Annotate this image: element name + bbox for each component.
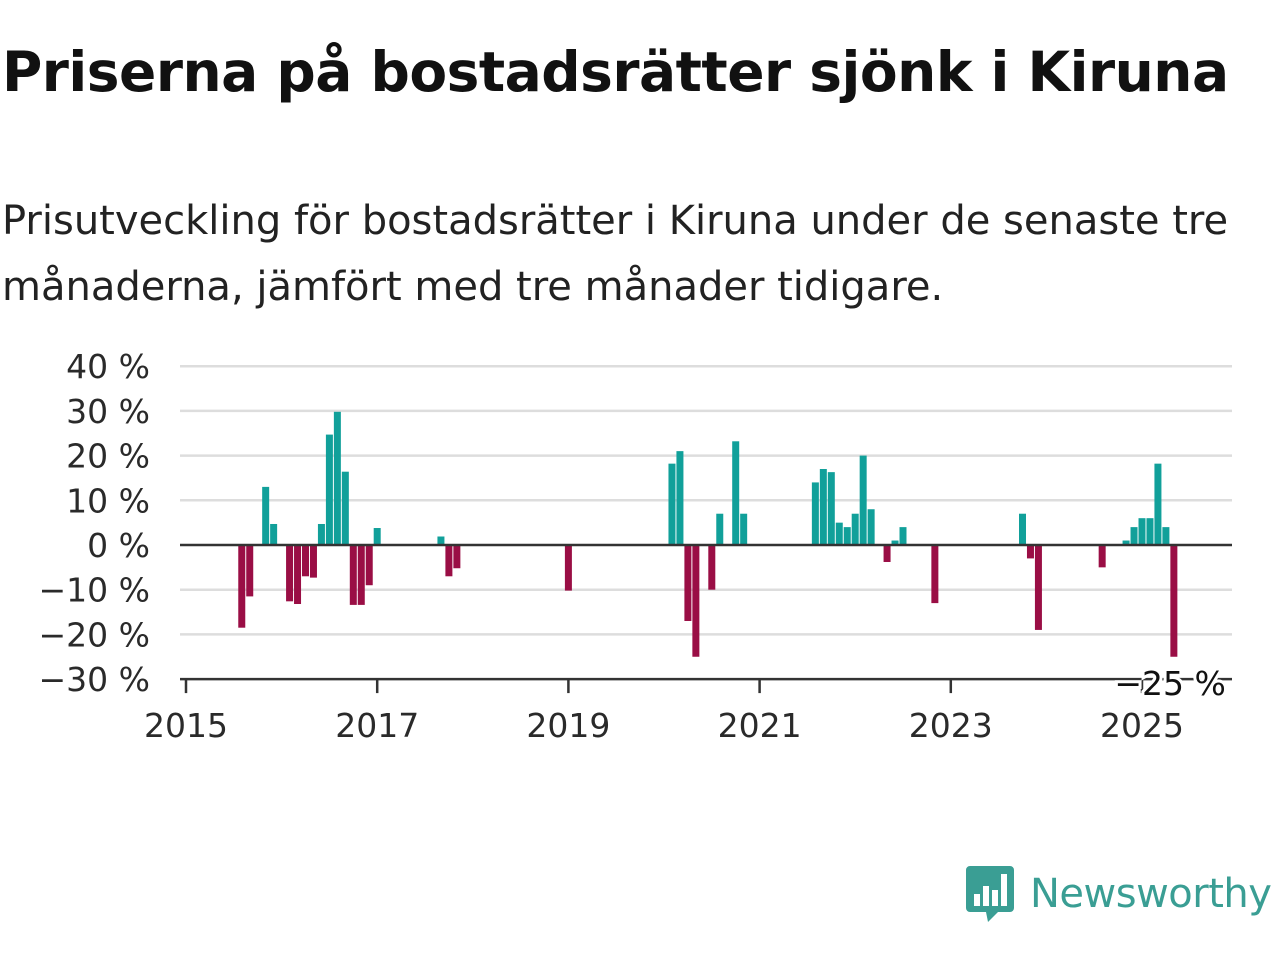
bar — [692, 545, 700, 657]
bar — [827, 472, 835, 545]
y-tick-label: −20 % — [39, 615, 151, 654]
bar — [1154, 463, 1162, 545]
bar — [373, 528, 381, 545]
bar — [1146, 518, 1154, 545]
y-tick-label: 0 % — [87, 526, 150, 565]
last-value-label: −25 % — [1114, 664, 1226, 703]
newsworthy-logo: Newsworthy — [964, 864, 1272, 924]
bar — [851, 513, 859, 545]
x-tick-label: 2019 — [526, 706, 610, 745]
bar — [891, 540, 899, 545]
bar — [357, 545, 365, 605]
bar — [819, 469, 827, 545]
x-tick-label: 2017 — [335, 706, 419, 745]
bar — [302, 545, 309, 577]
bar — [1170, 545, 1178, 657]
x-tick-label: 2015 — [144, 706, 228, 745]
brand-name: Newsworthy — [1030, 871, 1272, 917]
chart-title: Priserna på bostadsrätter sjönk i Kiruna — [2, 40, 1229, 104]
bar — [270, 523, 278, 545]
y-tick-label: −10 % — [39, 571, 151, 610]
bar — [564, 545, 572, 591]
bar — [1098, 545, 1106, 568]
bar — [859, 455, 867, 545]
y-tick-label: 20 % — [66, 437, 150, 476]
bar — [1026, 545, 1034, 559]
bar — [453, 545, 461, 569]
bar — [262, 486, 270, 545]
bar — [333, 411, 341, 545]
bar — [365, 545, 373, 586]
axes — [180, 543, 1232, 694]
bar — [349, 545, 357, 605]
bar — [437, 536, 445, 545]
bar — [732, 441, 740, 545]
bar — [716, 513, 724, 545]
bar — [294, 545, 302, 605]
y-tick-label: 40 % — [66, 347, 150, 386]
bar — [740, 513, 748, 545]
bar — [708, 545, 716, 590]
bar — [1138, 518, 1146, 545]
bar-chart: −30 % −20 % −10 % 0 % 10 % 20 % 30 % 40 % 2015 20… — [39, 347, 1232, 745]
bar — [835, 522, 843, 545]
bar — [1034, 545, 1042, 630]
y-tick-label: −30 % — [39, 660, 151, 699]
bar — [238, 545, 246, 628]
chart-subtitle: Prisutveckling för bostadsrätter i Kirun… — [2, 198, 1229, 310]
bar — [1162, 527, 1170, 545]
bar — [1130, 527, 1138, 545]
bar — [676, 451, 684, 545]
x-tick-label: 2025 — [1100, 706, 1184, 745]
bar — [843, 527, 851, 545]
y-tick-label: 30 % — [66, 392, 150, 431]
bar — [325, 434, 333, 545]
bars-group — [238, 411, 1178, 657]
axis-labels: −30 % −20 % −10 % 0 % 10 % 20 % 30 % 40 % 2015 20… — [39, 347, 1229, 745]
bar — [867, 509, 875, 545]
bar — [286, 545, 294, 602]
y-tick-label: 10 % — [66, 481, 150, 520]
bar — [246, 545, 254, 597]
x-tick-label: 2021 — [718, 706, 802, 745]
bar — [1019, 513, 1026, 545]
bar — [899, 527, 907, 545]
bar-chart-speech-bubble-icon — [966, 866, 1014, 922]
bar — [317, 523, 325, 545]
bar — [445, 545, 453, 577]
bar — [811, 482, 819, 545]
bar — [1122, 540, 1130, 545]
bar — [341, 471, 349, 545]
bar — [668, 463, 676, 545]
bar — [931, 545, 939, 604]
bar — [684, 545, 692, 621]
x-tick-label: 2023 — [909, 706, 993, 745]
bar — [883, 545, 891, 562]
bar — [309, 545, 317, 578]
